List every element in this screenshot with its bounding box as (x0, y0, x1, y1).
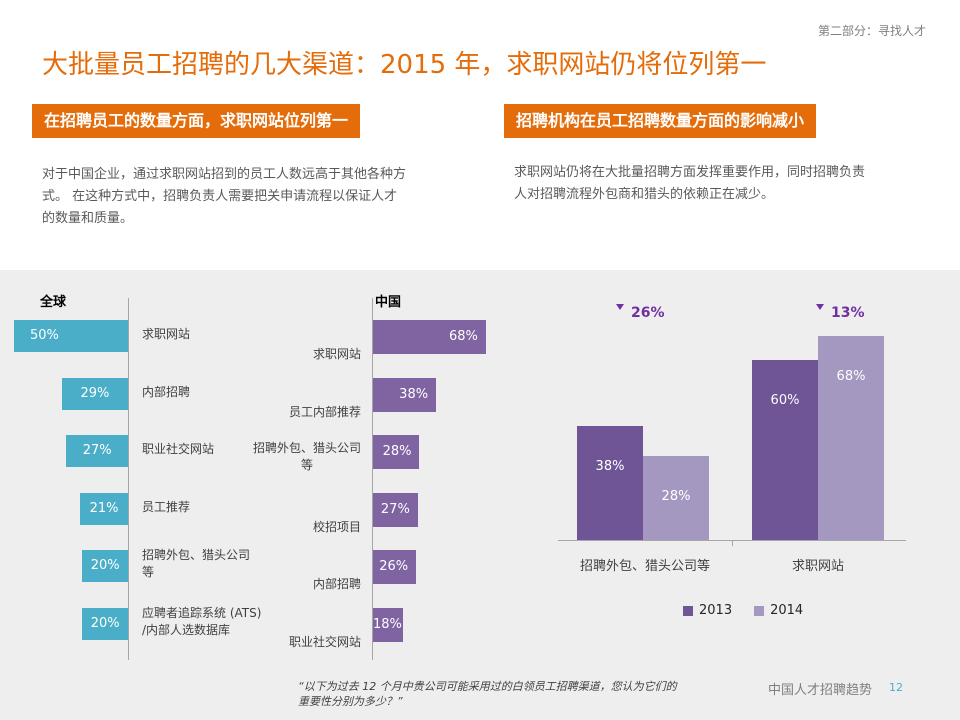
global-category-label: 求职网站 (142, 326, 190, 343)
footnote-line: “以下为过去 12 个月中贵公司可能采用过的白领员工招聘渠道，您认为它们的 (298, 680, 677, 693)
category-line: 应聘者追踪系统 (ATS) (142, 606, 262, 620)
down-arrow-icon (616, 304, 624, 310)
left-paragraph: 对于中国企业，通过求职网站招到的员工人数远高于其他各种方 式。 在这种方式中，招… (42, 164, 472, 230)
china-bar: 38% (373, 377, 437, 412)
china-bar: 27% (373, 492, 418, 527)
category-line: 等 (142, 565, 155, 580)
legend-item-2014: 2014 (754, 603, 803, 618)
bar-value-label: 27% (380, 501, 410, 517)
global-axis-line (128, 298, 129, 660)
right-paragraph: 求职网站仍将在大批量招聘方面发挥重要作用，同时招聘负责 人对招聘流程外包商和猎头… (514, 162, 934, 206)
category-line: 求职网站 (142, 327, 191, 341)
trend-bar: 60% (752, 360, 818, 540)
trend-legend: 2013 2014 (683, 603, 803, 618)
global-bar: 21% (80, 492, 128, 525)
category-line: 等 (300, 458, 313, 473)
trend-bar: 38% (577, 426, 643, 540)
china-bar: 28% (373, 435, 420, 470)
bar-value-label: 18% (373, 617, 402, 632)
paragraph-line: 对于中国企业，通过求职网站招到的员工人数远高于其他各种方 (42, 167, 407, 182)
legend-label: 2013 (699, 603, 733, 618)
china-bar: 18% (373, 608, 403, 642)
china-chart-title: 中国 (375, 295, 402, 310)
bar-value-label: 26% (379, 559, 409, 575)
change-value: 13% (831, 305, 865, 321)
legend-swatch-2014 (754, 605, 765, 616)
left-headline: 在招聘员工的数量方面，求职网站位列第一 (32, 104, 361, 138)
bar-value-label: 50% (30, 328, 59, 343)
legend-item-2013: 2013 (683, 603, 732, 618)
paragraph-line: 式。 在这种方式中，招聘负责人需要把关申请流程以保证人才 (42, 189, 398, 204)
trend-bar: 68% (818, 336, 884, 540)
right-headline: 招聘机构在员工招聘数量方面的影响减小 (504, 104, 817, 138)
bar-value-label: 27% (82, 443, 112, 459)
china-category-label: 职业社交网站 (289, 634, 361, 651)
global-bar: 20% (82, 608, 128, 640)
bar-value-label: 68% (836, 369, 866, 384)
china-category-label: 招聘外包、猎头公司等 (253, 440, 361, 474)
category-line: 内部招聘 (312, 577, 361, 592)
bar-value-label: 20% (90, 558, 120, 574)
bar-value-label: 28% (661, 489, 691, 504)
bar-value-label: 28% (382, 444, 412, 460)
category-line: 求职网站 (312, 347, 361, 361)
survey-footnote: “以下为过去 12 个月中贵公司可能采用过的白领员工招聘渠道，您认为它们的 重要… (298, 679, 677, 709)
trend-category-label: 招聘外包、猎头公司等 (579, 559, 710, 574)
trend-change-indicator: 26% (616, 302, 665, 321)
bar-value-label: 21% (89, 500, 119, 516)
trend-category-label: 求职网站 (791, 559, 844, 574)
china-axis-line (372, 298, 373, 660)
category-line: 招聘外包、猎头公司 (252, 441, 361, 456)
category-line: 内部招聘 (142, 384, 191, 399)
category-line: 员工内部推荐 (288, 404, 361, 419)
global-category-label: 内部招聘 (142, 384, 190, 401)
bar-value-label: 68% (448, 329, 478, 344)
category-line: /内部人选数据库 (142, 623, 231, 637)
china-bar: 68% (373, 320, 486, 354)
global-category-label: 职业社交网站 (142, 441, 214, 458)
section-label: 第二部分：寻找人才 (817, 24, 926, 38)
global-bar: 29% (61, 377, 128, 410)
bar-value-label: 20% (90, 616, 120, 631)
down-arrow-icon (816, 304, 824, 310)
report-title: 中国人才招聘趋势 (768, 683, 873, 698)
global-chart-title: 全球 (40, 295, 67, 310)
china-category-label: 求职网站 (313, 346, 361, 363)
category-line: 员工推荐 (142, 499, 191, 514)
trend-change-indicator: 13% (816, 302, 865, 321)
category-line: 职业社交网站 (142, 442, 215, 457)
global-category-label: 员工推荐 (142, 499, 190, 516)
global-bar: 50% (14, 320, 128, 352)
china-category-label: 内部招聘 (313, 576, 361, 593)
bar-value-label: 38% (595, 459, 625, 474)
paragraph-line: 人对招聘流程外包商和猎头的依赖正在减少。 (514, 187, 775, 202)
legend-swatch-2013 (683, 605, 693, 616)
page-number: 12 (889, 681, 903, 694)
global-category-label: 应聘者追踪系统 (ATS) /内部人选数据库 (142, 605, 261, 639)
global-category-label: 招聘外包、猎头公司等 (142, 547, 250, 581)
category-line: 招聘外包、猎头公司 (142, 548, 251, 563)
china-category-label: 员工内部推荐 (289, 404, 361, 421)
paragraph-line: 求职网站仍将在大批量招聘方面发挥重要作用，同时招聘负责 (514, 165, 866, 180)
bar-value-label: 29% (80, 385, 110, 401)
bar-value-label: 38% (399, 386, 429, 402)
global-bar: 27% (66, 435, 128, 468)
change-value: 26% (631, 305, 665, 321)
trend-bar: 28% (643, 456, 709, 540)
china-category-label: 校招项目 (313, 519, 361, 536)
category-line: 职业社交网站 (288, 635, 361, 649)
bar-value-label: 60% (770, 393, 800, 408)
global-bar: 20% (82, 550, 128, 583)
china-bar: 26% (373, 550, 417, 585)
trend-axis-tick (732, 540, 733, 546)
footnote-line: 重要性分别为多少？” (298, 695, 403, 708)
category-line: 校招项目 (312, 519, 361, 534)
paragraph-line: 的数量和质量。 (42, 211, 134, 226)
page-title: 大批量员工招聘的几大渠道：2015 年，求职网站仍将位列第一 (42, 50, 767, 80)
legend-label: 2014 (770, 603, 804, 618)
